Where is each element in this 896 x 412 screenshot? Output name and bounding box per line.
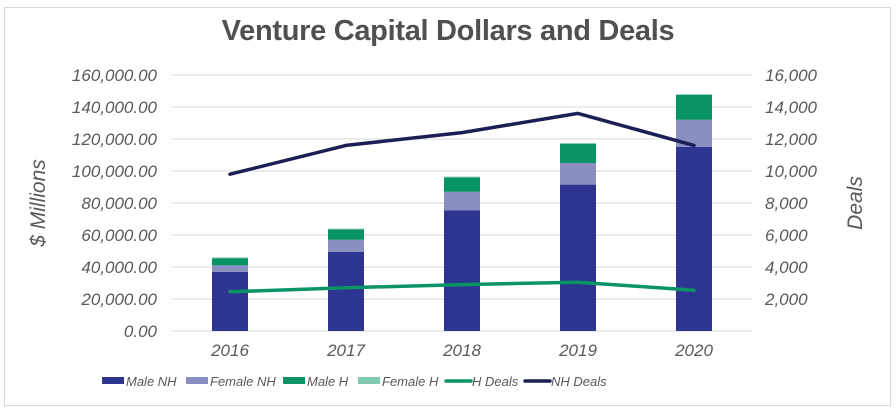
bar-female-nh — [212, 265, 248, 272]
legend-swatch — [186, 377, 208, 384]
y2-tick-label: 16,000 — [765, 66, 818, 85]
legend-label: Female NH — [210, 374, 276, 389]
y-tick-label: 0.00 — [124, 322, 158, 341]
y2-tick-label: 8,000 — [765, 194, 808, 213]
x-tick-label: 2016 — [210, 341, 249, 360]
y-tick-label: 120,000.00 — [72, 130, 158, 149]
y-tick-label: 20,000.00 — [80, 290, 157, 309]
bar-male-nh — [560, 184, 596, 331]
bar-male-h — [560, 143, 596, 163]
y-tick-label: 80,000.00 — [81, 194, 157, 213]
bar-female-nh — [444, 191, 480, 211]
y2-tick-label: 14,000 — [765, 98, 818, 117]
legend-label: NH Deals — [551, 374, 607, 389]
legend-label: H Deals — [472, 374, 519, 389]
y2-tick-label: 10,000 — [765, 162, 818, 181]
y2-tick-label: 12,000 — [765, 130, 818, 149]
bar-female-nh — [328, 239, 364, 252]
y-axis-title: $ Millions — [27, 159, 50, 248]
y-tick-label: 60,000.00 — [81, 226, 157, 245]
legend-swatch — [283, 377, 305, 384]
bar-male-nh — [212, 271, 248, 331]
legend-swatch — [102, 377, 124, 384]
bar-female-h — [212, 257, 248, 259]
line-h-deals — [228, 280, 696, 294]
x-tick-label: 2017 — [326, 341, 365, 360]
bar-male-h — [676, 95, 712, 120]
legend-label: Female H — [382, 374, 439, 389]
x-tick-label: 2018 — [442, 341, 481, 360]
legend-swatch — [358, 377, 380, 384]
y-tick-label: 160,000.00 — [72, 66, 158, 85]
bar-female-h — [444, 176, 480, 178]
line-nh-deals — [228, 111, 696, 176]
bar-female-h — [328, 228, 364, 230]
bar-male-nh — [444, 210, 480, 331]
bar-male-h — [328, 229, 364, 240]
y-tick-label: 40,000.00 — [81, 258, 157, 277]
legend-label: Male NH — [126, 374, 177, 389]
bar-male-h — [212, 258, 248, 266]
y-tick-label: 100,000.00 — [72, 162, 158, 181]
bar-female-h — [560, 143, 596, 144]
chart-title: Venture Capital Dollars and Deals — [221, 15, 675, 47]
y2-tick-label: 2,000 — [764, 290, 808, 309]
bar-male-nh — [328, 251, 364, 331]
y2-axis-title: Deals — [844, 176, 867, 230]
y-tick-label: 140,000.00 — [72, 98, 158, 117]
x-tick-label: 2020 — [674, 341, 713, 360]
bar-male-nh — [676, 147, 712, 331]
x-tick-label: 2019 — [558, 341, 597, 360]
y2-tick-label: 4,000 — [765, 258, 808, 277]
bar-female-h — [676, 94, 712, 95]
bar-male-h — [444, 177, 480, 192]
bar-female-nh — [560, 163, 596, 185]
legend-label: Male H — [307, 374, 349, 389]
y2-tick-label: 6,000 — [765, 226, 808, 245]
